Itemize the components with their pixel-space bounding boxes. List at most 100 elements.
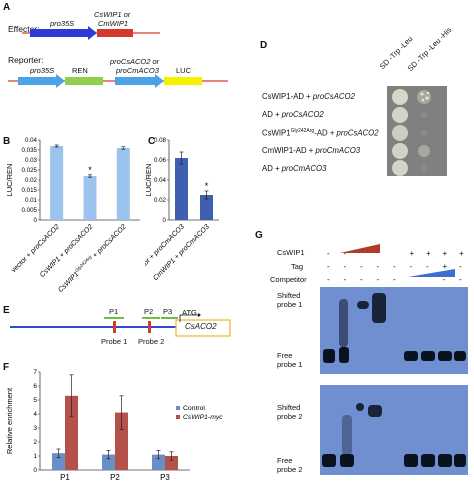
g-sign: - <box>459 262 462 271</box>
shifted-probe1-l1: Shifted <box>277 291 301 300</box>
panel-label-f: F <box>3 362 10 373</box>
g-wedges <box>340 244 455 277</box>
effector-gene-box <box>97 29 133 37</box>
reporter-luc-label: LUC <box>176 66 192 75</box>
effector-promoter-arrow <box>30 26 97 40</box>
bar <box>116 148 130 220</box>
y-tick-label: 0 <box>33 467 37 474</box>
y-tick-label: 0.025 <box>22 167 38 174</box>
bar <box>115 412 128 470</box>
e-atg-label: ATG <box>182 308 197 317</box>
d-row-label: CsWIP1Gly242Arg-AD + proCsACO2 <box>262 128 379 138</box>
gene-diagram <box>10 313 231 337</box>
competitor-wedge <box>408 269 455 277</box>
e-gene-label: CsACO2 <box>185 322 217 331</box>
free-probe2-l1: Free <box>277 456 293 465</box>
chart-f: 0 1 2 3 4 5 6 7 Relative enrichment P1 P2 P3 Control… <box>5 369 223 482</box>
g-tag-label: Tag <box>291 262 304 271</box>
legend-swatch <box>176 406 180 410</box>
panel-label-c: C <box>148 136 156 147</box>
reporter-label: Reporter: <box>8 55 44 65</box>
panel-label-d: D <box>260 40 268 51</box>
g-sign: - <box>459 275 462 284</box>
g-sign: - <box>327 275 330 284</box>
y-axis-label: LUC/REN <box>145 164 153 197</box>
legend-label: CsWIP1-myc <box>183 414 223 421</box>
y-tick-label: 0.08 <box>154 137 167 144</box>
free-probe2-l2: probe 2 <box>277 465 303 474</box>
g-cswip1-label: CsWIP1 <box>277 248 305 257</box>
y-tick-label: 6 <box>33 383 37 390</box>
g-sign: - <box>376 262 380 271</box>
shifted-probe1-l2: probe 1 <box>277 300 303 309</box>
bar <box>65 395 78 470</box>
reporter-promoter2-arrow <box>115 74 164 88</box>
panel-label-e: E <box>3 305 10 316</box>
d-row-label: CsWIP1-AD + proCsACO2 <box>262 92 355 101</box>
y-tick-label: 0.005 <box>22 207 38 214</box>
shifted-probe2-l2: probe 2 <box>277 412 303 421</box>
y-tick-label: 2 <box>33 439 37 446</box>
effector-construct <box>8 26 228 88</box>
g-sign: - <box>360 262 363 271</box>
reporter-promoter-label: pro35S <box>30 66 55 75</box>
significance-star: * <box>88 165 92 175</box>
y-tick-label: 7 <box>33 369 37 376</box>
g-sign: - <box>343 275 347 284</box>
g-sign: - <box>393 262 396 271</box>
g-sign: - <box>393 275 396 284</box>
g-sign: - <box>343 262 347 271</box>
y-tick-label: 0.035 <box>22 147 38 154</box>
g-sign: + <box>426 249 431 258</box>
e-p2-label: P2 <box>144 307 154 316</box>
bar <box>165 456 178 470</box>
gel-top <box>320 287 468 374</box>
reporter-prom2-label-1: proCsACO2 or <box>110 57 160 66</box>
panel-label-g: G <box>255 230 263 241</box>
probe1-mark <box>113 321 116 333</box>
g-sign: - <box>409 262 413 271</box>
e-probe1-label: Probe 1 <box>101 337 128 346</box>
e-probe2-label: Probe 2 <box>138 337 165 346</box>
panel-label-a: A <box>3 2 11 13</box>
y-tick-label: 0.04 <box>154 177 167 184</box>
free-probe1-l1: Free <box>277 351 293 360</box>
y-axis-label: LUC/REN <box>5 164 14 197</box>
bar <box>200 195 213 220</box>
cswip1-wedge <box>340 244 380 253</box>
panel-label-b: B <box>3 136 11 147</box>
y-tick-label: 0.015 <box>22 187 38 194</box>
y-tick-label: 3 <box>33 425 37 432</box>
x-tick-label: CsWIP1Gly242Arg + proCsACO2 <box>56 222 128 294</box>
legend-label: Control <box>183 405 205 412</box>
reporter-promoter-arrow <box>18 74 65 88</box>
y-tick-label: 0 <box>163 217 167 224</box>
chart-b: 0 0.005 0.01 0.015 0.02 0.025 0.03 0.035 0.04 LUC… <box>5 137 140 294</box>
g-sign: + <box>442 262 448 271</box>
legend-swatch <box>176 415 180 419</box>
reporter-ren-box <box>65 77 103 85</box>
reporter-prom2-label-2: proCmACO3 <box>116 66 159 75</box>
effector-gene-label-2: CmWIP1 <box>98 19 128 28</box>
g-sign: - <box>442 275 446 284</box>
bar <box>152 454 165 470</box>
effector-label: Effector: <box>8 24 40 34</box>
g-sign: - <box>327 249 330 258</box>
bar <box>52 453 65 470</box>
shifted-probe2-l1: Shifted <box>277 403 301 412</box>
x-tick-label: P2 <box>110 473 120 482</box>
probe2-mark <box>148 321 151 333</box>
y-tick-label: 4 <box>33 411 37 418</box>
d-row-label: AD + proCmACO3 <box>262 164 327 173</box>
significance-star: * <box>205 181 209 191</box>
y-tick-label: 0.03 <box>25 157 38 164</box>
yeast-colonies <box>392 89 431 176</box>
g-sign: - <box>343 249 347 258</box>
y-tick-label: 0.02 <box>154 197 167 204</box>
y-tick-label: 0.02 <box>25 177 38 184</box>
effector-promoter-label: pro35S <box>50 19 75 28</box>
gel-bottom <box>320 385 468 475</box>
g-sign: + <box>409 249 415 258</box>
effector-gene-label-1: CsWIP1 or <box>94 10 131 19</box>
y-tick-label: 0 <box>34 217 38 224</box>
